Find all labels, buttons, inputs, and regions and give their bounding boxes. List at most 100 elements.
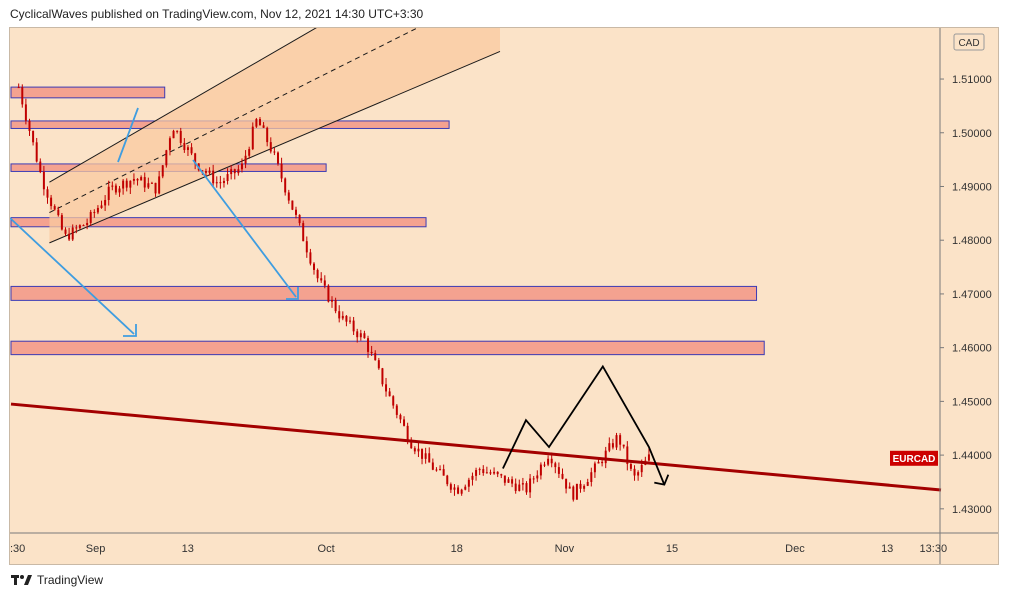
candle-body (161, 165, 164, 177)
candle-body (107, 186, 110, 200)
candle (294, 206, 297, 219)
candle-body (168, 138, 171, 151)
candle (331, 296, 334, 308)
candle-body (446, 475, 449, 485)
candle-body (619, 435, 622, 445)
candle (424, 447, 427, 464)
candle (143, 172, 146, 193)
candle (493, 467, 496, 475)
candle (302, 220, 305, 242)
candle (291, 200, 294, 211)
candle-body (269, 142, 272, 152)
candle-body (561, 473, 564, 479)
candle-body (511, 479, 514, 484)
projected-zigzag (502, 364, 666, 485)
candle-body (284, 178, 287, 193)
candle-body (143, 177, 146, 188)
resistance-zone-1[interactable] (10, 86, 166, 99)
candle-body (629, 464, 632, 469)
candle-body (374, 353, 377, 361)
candle (68, 227, 71, 242)
candle (276, 151, 279, 166)
candle-body (46, 189, 49, 198)
candle (32, 130, 35, 146)
candle-body (536, 475, 539, 479)
candle (258, 117, 261, 126)
candle (60, 212, 63, 231)
tradingview-footer[interactable]: TradingView (11, 572, 103, 588)
candle (154, 182, 157, 197)
candle-body (172, 130, 175, 139)
candle (374, 350, 377, 361)
candle-body (111, 185, 114, 187)
candle (503, 475, 506, 486)
candle (615, 432, 618, 451)
candle-body (449, 484, 452, 490)
candle (186, 145, 189, 156)
candle (381, 367, 384, 387)
currency-label: CAD (958, 38, 979, 49)
candle-body (565, 478, 568, 489)
candle (190, 143, 193, 156)
price-chart[interactable]: CAD 1.51000 1.50000 1.49000 1.48000 1.47000 1.… (10, 28, 998, 564)
candle (399, 413, 402, 424)
candle (403, 416, 406, 427)
rising-channel (49, 28, 501, 244)
candle-body (341, 315, 344, 319)
candle-body (352, 320, 355, 332)
candle (219, 175, 222, 189)
candle-body (57, 209, 60, 216)
candle (439, 465, 442, 471)
candle (511, 476, 514, 488)
x-tick-label: 13 (881, 543, 893, 555)
candle-body (158, 176, 161, 194)
candle-body (406, 425, 409, 442)
candle (601, 459, 604, 467)
candle (377, 357, 380, 370)
candle-body (345, 315, 348, 322)
candle (647, 447, 650, 462)
candle-body (392, 396, 395, 406)
candle (118, 185, 121, 197)
candle-body (147, 183, 150, 188)
blue-arrow-left-head (123, 324, 137, 337)
candle (507, 477, 510, 483)
candle-body (118, 188, 121, 193)
resistance-zone-6[interactable] (10, 340, 765, 356)
candle (367, 335, 370, 358)
candle-body (100, 205, 103, 208)
candle-body (503, 475, 506, 483)
candle (208, 167, 211, 176)
candle-body (132, 178, 135, 181)
resistance-zone-5[interactable] (10, 285, 758, 301)
y-tick-label: 1.47000 (952, 289, 992, 301)
candle (370, 345, 373, 356)
candle (53, 204, 56, 211)
candle (435, 467, 438, 472)
candle-body (575, 483, 578, 500)
blue-arrow-upper (117, 107, 139, 163)
resistance-zone-4[interactable] (10, 217, 427, 228)
candle-body (298, 214, 301, 224)
candle-body (385, 384, 388, 392)
candle-body (266, 127, 269, 143)
candle-body (647, 454, 650, 461)
blue-arrows (10, 107, 299, 337)
candle-body (327, 285, 330, 302)
candle-body (201, 170, 204, 172)
candle (568, 482, 571, 489)
candle (176, 130, 179, 134)
candle (24, 98, 27, 125)
candle (287, 189, 290, 204)
candle-body (75, 227, 78, 229)
candle-body (165, 150, 168, 166)
candle-body (359, 333, 362, 338)
candle-body (579, 483, 582, 489)
candle-body (244, 155, 247, 164)
candle (453, 484, 456, 496)
candle (565, 478, 568, 494)
candle (586, 478, 589, 487)
candle-body (136, 178, 139, 181)
candle-body (331, 299, 334, 302)
candle (583, 484, 586, 492)
